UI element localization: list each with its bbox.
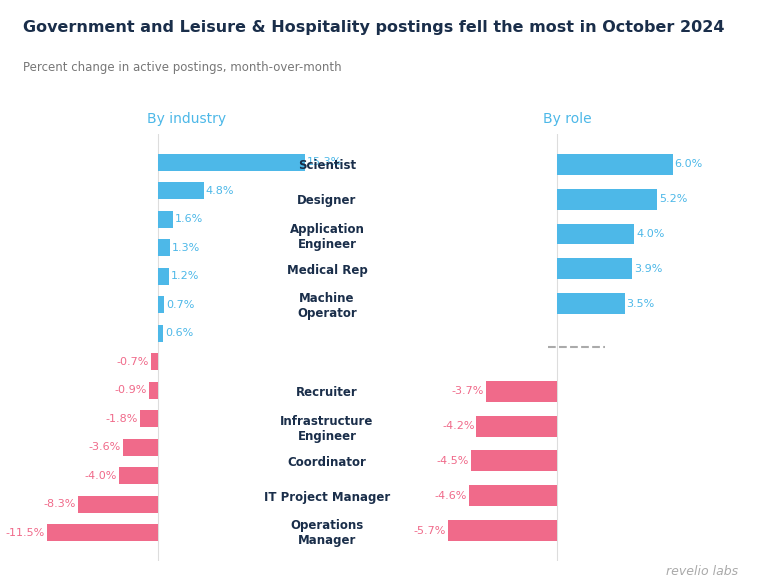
Text: 3.5%: 3.5% [626, 299, 655, 309]
Text: -3.6%: -3.6% [89, 442, 121, 452]
Bar [149, 382, 158, 399]
Bar [557, 154, 673, 175]
Title: By role: By role [543, 112, 591, 126]
Text: -0.9%: -0.9% [115, 385, 147, 395]
Bar [471, 450, 557, 471]
Text: 6.0%: 6.0% [675, 159, 703, 169]
Text: 1.3%: 1.3% [172, 243, 200, 253]
Bar [158, 267, 169, 285]
Bar [47, 524, 158, 541]
Bar [158, 325, 164, 342]
Text: 1.2%: 1.2% [171, 271, 199, 281]
Text: 0.7%: 0.7% [166, 300, 195, 310]
Text: -3.7%: -3.7% [452, 386, 484, 396]
Text: Percent change in active postings, month-over-month: Percent change in active postings, month… [23, 61, 342, 74]
Text: -0.7%: -0.7% [116, 357, 149, 367]
Bar [447, 520, 557, 541]
Text: -5.7%: -5.7% [413, 526, 446, 536]
Text: revelio labs: revelio labs [666, 565, 738, 578]
Bar [119, 467, 158, 484]
Text: Government and Leisure & Hospitality postings fell the most in October 2024: Government and Leisure & Hospitality pos… [23, 20, 724, 36]
Text: 5.2%: 5.2% [659, 194, 688, 204]
Bar [557, 189, 658, 210]
Bar [140, 410, 158, 427]
Bar [158, 182, 204, 199]
Bar [151, 353, 158, 370]
Text: 15.3%: 15.3% [307, 157, 342, 167]
Bar [123, 439, 158, 456]
Bar [158, 239, 170, 256]
Bar [486, 381, 557, 402]
Text: -11.5%: -11.5% [6, 528, 45, 538]
Text: -4.6%: -4.6% [435, 491, 466, 501]
Text: -1.8%: -1.8% [106, 413, 139, 424]
Text: 3.9%: 3.9% [635, 264, 663, 274]
Bar [557, 293, 625, 314]
Text: -4.0%: -4.0% [84, 471, 117, 481]
Bar [557, 259, 632, 279]
Text: -8.3%: -8.3% [43, 499, 76, 509]
Text: -4.5%: -4.5% [436, 456, 469, 466]
Text: 4.0%: 4.0% [636, 229, 664, 239]
Text: 1.6%: 1.6% [175, 214, 203, 224]
Text: -4.2%: -4.2% [442, 421, 475, 431]
Bar [158, 154, 305, 171]
Bar [158, 296, 164, 313]
Text: 4.8%: 4.8% [205, 186, 234, 196]
Bar [469, 485, 557, 506]
Bar [557, 224, 635, 245]
Text: 0.6%: 0.6% [165, 328, 193, 338]
Title: By industry: By industry [147, 112, 226, 126]
Bar [158, 211, 173, 228]
Bar [476, 416, 557, 436]
Bar [78, 496, 158, 513]
